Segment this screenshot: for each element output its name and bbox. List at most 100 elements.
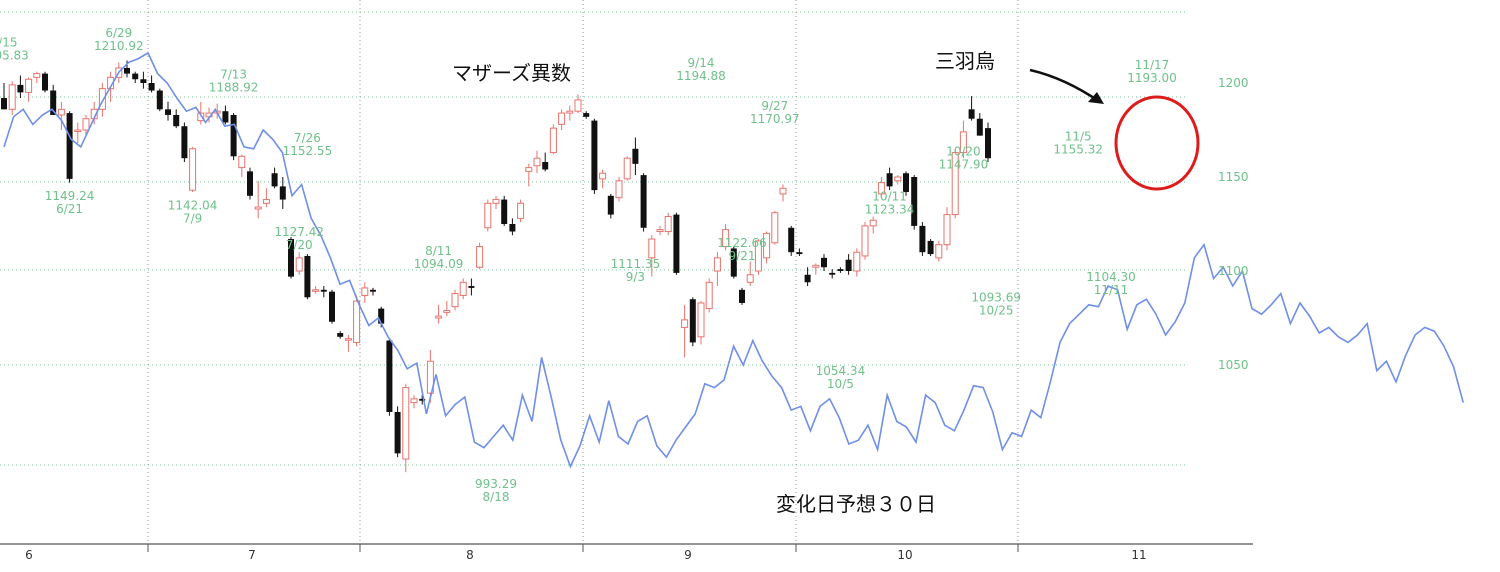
candle-body-36 (295, 257, 303, 272)
candle-body-97 (796, 252, 803, 255)
annotation-3-line-0: 7/13 (220, 67, 247, 81)
candle-49 (402, 383, 410, 473)
candle-body-80 (656, 229, 664, 233)
candle-90 (739, 287, 745, 305)
candle-117 (959, 120, 967, 159)
candle-body-93 (763, 232, 771, 259)
candle-body-88 (722, 229, 730, 248)
candle-body-61 (501, 199, 508, 224)
candle-17 (140, 71, 147, 89)
candle-body-40 (329, 291, 335, 322)
candle-105 (861, 222, 869, 260)
forecast-label: 変化日予想３０日 (776, 492, 936, 516)
candle-body-82 (673, 214, 680, 273)
candle-body-6 (50, 90, 57, 115)
candle-87 (713, 252, 721, 287)
candle-body-99 (812, 264, 820, 268)
candle-52 (426, 349, 434, 403)
candle-body-74 (607, 195, 614, 215)
candle-body-27 (222, 111, 229, 123)
candle-34 (279, 177, 286, 209)
candle-102 (837, 267, 844, 273)
candle-body-48 (394, 412, 401, 454)
candle-body-106 (869, 219, 877, 227)
candle-body-98 (804, 274, 811, 283)
candle-body-2 (17, 84, 24, 93)
candle-0 (1, 83, 7, 110)
candle-35 (288, 237, 294, 279)
candle-91 (746, 261, 754, 287)
candle-109 (894, 175, 902, 185)
annotation-15-line-0: 10/20 (946, 144, 981, 158)
annotation-13-line-0: 10/11 (872, 189, 907, 203)
candle-31 (254, 180, 262, 219)
annotation-8-line-1: 8/18 (483, 490, 510, 504)
candle-body-54 (443, 309, 451, 313)
candle-97 (796, 248, 803, 256)
candle-body-37 (304, 255, 311, 298)
annotation-16-line-0: 1093.69 (971, 291, 1021, 305)
candle-body-17 (140, 79, 147, 83)
candle-88 (722, 224, 730, 251)
candle-9 (74, 122, 82, 144)
candle-59 (484, 199, 492, 232)
candle-body-79 (648, 238, 656, 259)
candle-body-96 (788, 227, 795, 253)
candle-body-39 (320, 289, 327, 292)
candle-20 (165, 101, 171, 121)
candle-66 (542, 152, 549, 172)
candle-96 (788, 225, 795, 256)
y-tick-label-1100: 1100 (1218, 264, 1249, 278)
candle-1 (8, 81, 16, 115)
candle-body-116 (951, 152, 959, 216)
candle-69 (566, 105, 574, 121)
candle-body-68 (558, 112, 566, 125)
candle-body-112 (919, 225, 926, 253)
candle-body-89 (730, 248, 737, 277)
candle-18 (148, 75, 155, 93)
candle-19 (156, 88, 163, 112)
annotation-6-line-1: 7/20 (286, 238, 313, 252)
candle-72 (591, 118, 598, 194)
candle-54 (443, 301, 451, 317)
candle-body-65 (533, 157, 541, 167)
candle-85 (697, 301, 705, 345)
candle-57 (468, 278, 475, 296)
candle-107 (877, 177, 885, 198)
candle-body-91 (746, 274, 754, 283)
candle-74 (607, 193, 614, 219)
candle-body-107 (877, 182, 885, 195)
candle-body-29 (238, 155, 246, 169)
pattern-label: 三羽烏 (935, 49, 995, 73)
candle-63 (517, 199, 525, 223)
candle-body-108 (886, 173, 893, 187)
x-tick-label-9: 9 (684, 548, 692, 562)
candle-23 (189, 146, 197, 193)
candle-84 (689, 297, 696, 347)
annotation-4-line-1: 7/9 (183, 212, 202, 226)
candle-body-49 (402, 387, 410, 460)
candle-8 (66, 111, 73, 183)
candle-83 (681, 304, 689, 358)
annotation-1-line-1: 1210.92 (94, 39, 144, 53)
candle-body-87 (713, 257, 721, 272)
candle-body-18 (148, 83, 155, 91)
candle-28 (230, 113, 237, 161)
candle-body-84 (689, 299, 696, 343)
candle-80 (656, 225, 664, 236)
annotation-14-line-1: 10/5 (827, 377, 854, 391)
candle-body-114 (935, 244, 943, 259)
candle-body-56 (459, 281, 467, 296)
candle-body-115 (943, 214, 951, 246)
candle-body-118 (968, 109, 975, 119)
annotation-10-line-0: 1111.35 (611, 257, 661, 271)
x-tick-label-7: 7 (248, 548, 256, 562)
candle-body-19 (156, 90, 163, 110)
candle-89 (730, 246, 737, 279)
x-tick-label-11: 11 (1131, 548, 1146, 562)
x-tick-label-6: 6 (25, 548, 33, 562)
candle-103 (845, 254, 852, 275)
candle-40 (329, 289, 335, 324)
candle-55 (451, 289, 459, 311)
